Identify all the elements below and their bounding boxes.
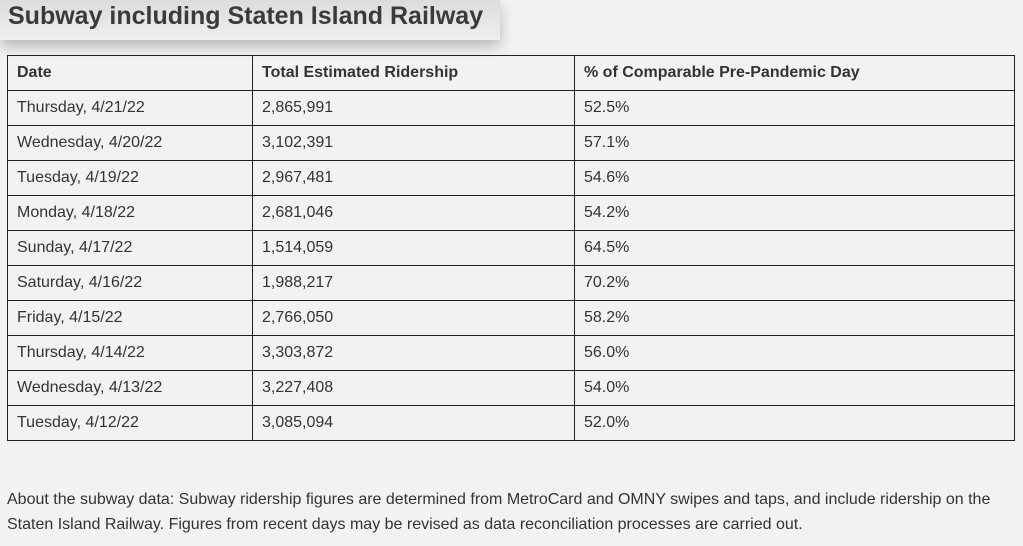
percent-cell: 54.2%: [574, 195, 1015, 231]
ridership-cell: 1,514,059: [252, 230, 575, 266]
subway-data-note: About the subway data: Subway ridership …: [7, 491, 991, 533]
date-cell: Sunday, 4/17/22: [7, 230, 253, 266]
percent-cell: 54.0%: [574, 370, 1015, 406]
ridership-cell: 3,303,872: [252, 335, 575, 371]
date-cell: Wednesday, 4/13/22: [7, 370, 253, 406]
percent-cell: 52.0%: [574, 405, 1015, 441]
ridership-cell: 3,102,391: [252, 125, 575, 161]
date-cell: Monday, 4/18/22: [7, 195, 253, 231]
ridership-cell: 2,766,050: [252, 300, 575, 336]
percent-cell: 52.5%: [574, 90, 1015, 126]
percent-cell: 70.2%: [574, 265, 1015, 301]
table-row: Tuesday, 4/12/22 3,085,094 52.0%: [7, 405, 1015, 441]
header-ridership: Total Estimated Ridership: [252, 55, 575, 91]
ridership-table: Date Total Estimated Ridership % of Comp…: [7, 55, 1015, 441]
page-title: Subway including Staten Island Railway: [8, 2, 484, 30]
table-row: Wednesday, 4/20/22 3,102,391 57.1%: [7, 125, 1015, 161]
date-cell: Wednesday, 4/20/22: [7, 125, 253, 161]
ridership-cell: 2,681,046: [252, 195, 575, 231]
ridership-cell: 3,085,094: [252, 405, 575, 441]
percent-cell: 54.6%: [574, 160, 1015, 196]
header-percent: % of Comparable Pre-Pandemic Day: [574, 55, 1015, 91]
table-row: Tuesday, 4/19/22 2,967,481 54.6%: [7, 160, 1015, 196]
date-cell: Friday, 4/15/22: [7, 300, 253, 336]
ridership-cell: 2,967,481: [252, 160, 575, 196]
table-row: Thursday, 4/14/22 3,303,872 56.0%: [7, 335, 1015, 371]
table-row: Sunday, 4/17/22 1,514,059 64.5%: [7, 230, 1015, 266]
date-cell: Tuesday, 4/19/22: [7, 160, 253, 196]
table-row: Saturday, 4/16/22 1,988,217 70.2%: [7, 265, 1015, 301]
table-row: Thursday, 4/21/22 2,865,991 52.5%: [7, 90, 1015, 126]
date-cell: Thursday, 4/21/22: [7, 90, 253, 126]
header-date: Date: [7, 55, 253, 91]
ridership-cell: 2,865,991: [252, 90, 575, 126]
table-row: Monday, 4/18/22 2,681,046 54.2%: [7, 195, 1015, 231]
date-cell: Tuesday, 4/12/22: [7, 405, 253, 441]
percent-cell: 58.2%: [574, 300, 1015, 336]
percent-cell: 64.5%: [574, 230, 1015, 266]
table-row: Friday, 4/15/22 2,766,050 58.2%: [7, 300, 1015, 336]
date-cell: Saturday, 4/16/22: [7, 265, 253, 301]
table-row: Wednesday, 4/13/22 3,227,408 54.0%: [7, 370, 1015, 406]
title-bar: [0, 0, 500, 40]
percent-cell: 56.0%: [574, 335, 1015, 371]
ridership-cell: 1,988,217: [252, 265, 575, 301]
ridership-cell: 3,227,408: [252, 370, 575, 406]
table-header-row: Date Total Estimated Ridership % of Comp…: [7, 55, 1015, 91]
date-cell: Thursday, 4/14/22: [7, 335, 253, 371]
percent-cell: 57.1%: [574, 125, 1015, 161]
